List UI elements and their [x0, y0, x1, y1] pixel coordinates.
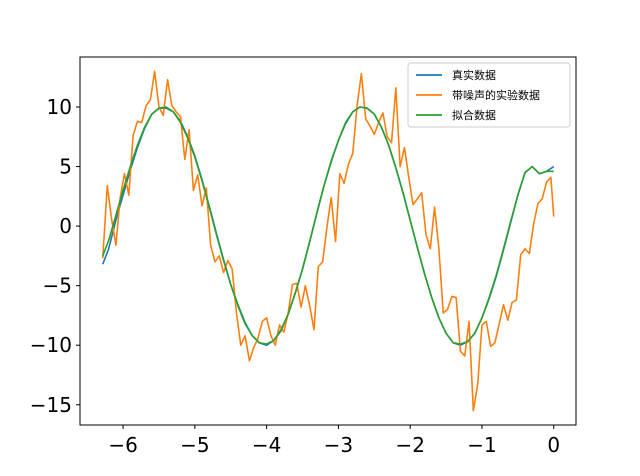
series-line-3 — [102, 106, 554, 345]
legend-label: 带噪声的实验数据 — [452, 88, 540, 102]
legend-label: 拟合数据 — [452, 108, 496, 122]
axes-frame — [79, 56, 577, 426]
x-tick-label: −2 — [395, 433, 424, 457]
legend-box — [407, 62, 571, 128]
y-tick-label: −10 — [30, 333, 72, 357]
y-tick-label: 0 — [59, 214, 72, 238]
series-layer — [101, 70, 555, 412]
y-tick-label: 5 — [59, 155, 72, 179]
x-tick-label: −4 — [252, 433, 281, 457]
x-tick-label: −6 — [108, 433, 137, 457]
x-axis-ticks: −6 −5 −4 −3 −2 −1 0 — [108, 425, 560, 457]
x-tick-label: 0 — [547, 433, 560, 457]
x-tick-label: −1 — [467, 433, 496, 457]
series-line-2 — [101, 70, 555, 412]
y-tick-label: −5 — [43, 274, 72, 298]
y-tick-label: −15 — [30, 393, 72, 417]
y-tick-label: 10 — [47, 95, 72, 119]
x-tick-label: −5 — [180, 433, 209, 457]
legend-label: 真实数据 — [452, 68, 496, 82]
y-axis-ticks: −15 −10 −5 0 5 10 — [30, 95, 80, 417]
x-tick-label: −3 — [324, 433, 353, 457]
